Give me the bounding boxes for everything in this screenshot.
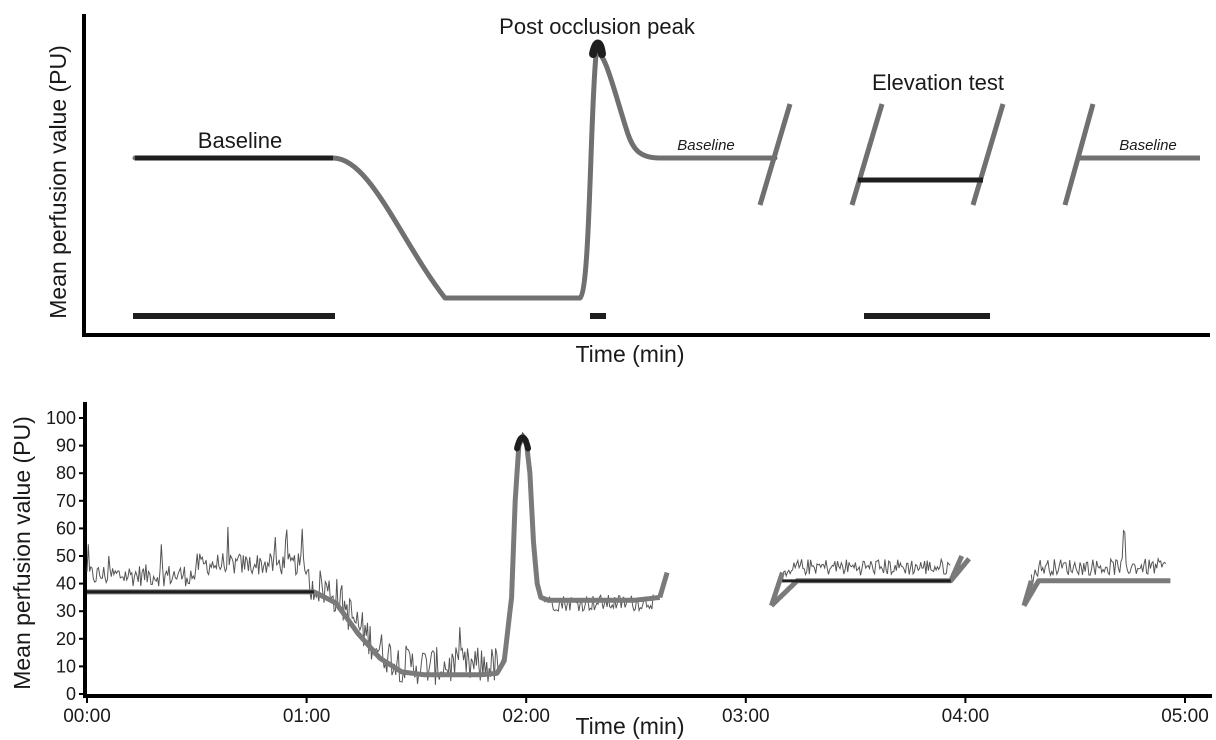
x-tick-label-60: 01:00 [283, 706, 331, 727]
y-tick-label-80: 80 [56, 463, 76, 483]
x-tick-label-120: 02:00 [502, 706, 550, 727]
x-tick-label-180: 03:00 [722, 706, 770, 727]
axis-break-4 [1021, 580, 1034, 607]
axis-break-1 [657, 571, 670, 599]
x-tick-label-300: 05:00 [1161, 706, 1209, 727]
traces [86, 431, 1171, 685]
y-tick-label-40: 40 [56, 574, 76, 594]
break-slash-4 [1062, 103, 1096, 206]
top-panel: Mean perfusion value (PU) Time (min) Bas… [45, 14, 1210, 367]
y-tick-label-20: 20 [56, 629, 76, 649]
break-slash-2 [849, 103, 885, 206]
y-tick-label-70: 70 [56, 491, 76, 511]
bottom-y-axis-label: Mean perfusion value (PU) [9, 416, 35, 690]
annotation-post-occlusion-peak: Post occlusion peak [499, 14, 696, 39]
model-curve-return [1021, 578, 1171, 607]
bottom-x-axis-label: Time (min) [575, 713, 684, 739]
peak-highlight [514, 434, 532, 452]
top-x-axis-label: Time (min) [575, 341, 684, 367]
annotation-elevation-test: Elevation test [872, 70, 1004, 95]
axis-break-3 [948, 554, 965, 582]
annotation-baseline: Baseline [198, 128, 282, 153]
y-tick-label-90: 90 [56, 436, 76, 456]
y-ticks: 0 10 20 30 40 50 60 70 80 90 100 [46, 408, 85, 704]
model-curve-occlusion [86, 434, 661, 678]
schematic-curve-main [132, 51, 778, 301]
top-panel-axes [82, 14, 1210, 337]
y-tick-label-50: 50 [56, 546, 76, 566]
schematic-peak-highlight [589, 39, 606, 58]
x-ticks: 00:00 01:00 02:00 03:00 04:00 05:00 [63, 696, 1209, 727]
y-tick-label-10: 10 [56, 656, 76, 676]
raw-trace-2 [781, 557, 951, 583]
annotation-baseline-final: Baseline [1119, 137, 1177, 154]
bottom-panel-axes [83, 402, 1212, 698]
break-slash-3 [970, 103, 1006, 206]
x-tick-label-0: 00:00 [63, 706, 111, 727]
y-tick-label-0: 0 [66, 684, 76, 704]
raw-trace-3 [1030, 529, 1167, 586]
raw-trace-1 [86, 431, 654, 685]
y-tick-label-60: 60 [56, 518, 76, 538]
x-tick-label-240: 04:00 [942, 706, 990, 727]
top-y-axis-label: Mean perfusion value (PU) [45, 45, 71, 319]
bottom-panel: Mean perfusion value (PU) Time (min) 0 10… [9, 402, 1212, 739]
y-tick-label-100: 100 [46, 408, 76, 428]
break-slash-1 [757, 103, 793, 206]
axis-break-2 [769, 571, 785, 607]
annotation-baseline-after-peak: Baseline [677, 137, 735, 154]
y-tick-label-30: 30 [56, 601, 76, 621]
